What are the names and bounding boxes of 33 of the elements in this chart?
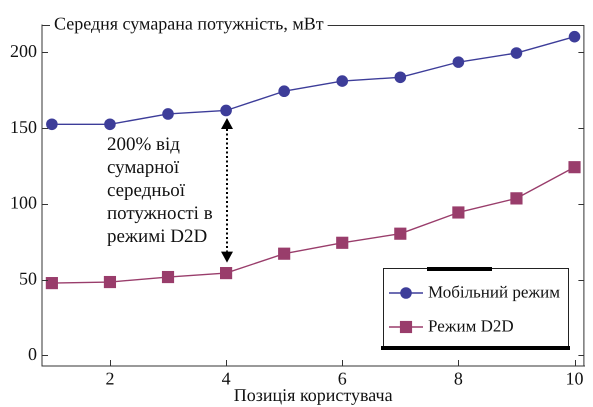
y-tick-label: 200: [10, 41, 37, 62]
x-tick-label: 8: [454, 368, 463, 389]
point: [394, 71, 406, 84]
legend-label: Режим D2D: [428, 316, 514, 336]
point: [46, 118, 58, 130]
point: [336, 236, 348, 249]
y-tick-label: 50: [19, 268, 37, 288]
legend-label: Мобільний режим: [428, 282, 560, 302]
point: [452, 56, 464, 68]
point: [278, 248, 290, 260]
point: [162, 108, 174, 120]
point: [46, 277, 58, 290]
y-tick-label: 0: [28, 344, 37, 364]
x-tick-label: 2: [105, 368, 114, 389]
x-tick-label: 10: [566, 368, 584, 389]
point: [104, 276, 116, 288]
y-tick-label: 100: [10, 192, 37, 213]
point: [162, 270, 174, 284]
y-axis-title: Середня сумарана потужність, мВт: [54, 14, 324, 34]
x-tick-label: 4: [222, 368, 231, 389]
point: [104, 118, 116, 130]
point: [278, 85, 290, 98]
point: [220, 104, 232, 116]
point: [452, 206, 464, 219]
point: [220, 267, 232, 280]
y-tick-label: 150: [10, 116, 37, 137]
point: [510, 192, 523, 204]
point: [568, 30, 580, 42]
point: [394, 228, 406, 240]
point: [336, 75, 348, 87]
point: [568, 161, 581, 174]
point: [510, 47, 522, 59]
annotation: 200% від сумарної середньої потужності в режимі D2D: [106, 134, 213, 248]
